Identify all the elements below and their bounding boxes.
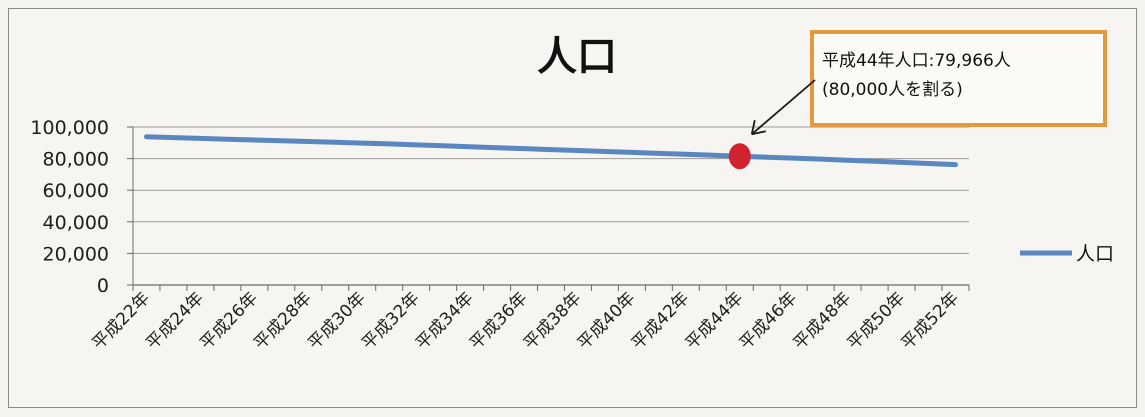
x-tick-label: 平成34年 [412, 288, 478, 354]
x-tick-label: 平成42年 [628, 288, 694, 354]
y-tick-label: 20,000 [43, 243, 109, 265]
x-tick-label: 平成28年 [250, 288, 316, 354]
callout-text-line: 平成44年人口:79,966人 [822, 51, 1011, 71]
legend: 人口 [1020, 243, 1114, 265]
x-tick-label: 平成52年 [898, 288, 964, 354]
chart-title: 人口 [537, 34, 617, 80]
x-tick-label: 平成32年 [358, 288, 424, 354]
y-tick-label: 100,000 [30, 117, 109, 139]
y-tick-label: 60,000 [43, 180, 109, 202]
x-tick-label: 平成50年 [844, 288, 910, 354]
x-tick-label: 平成22年 [89, 288, 155, 354]
y-axis-tick-labels: 0 20,000 40,000 60,000 80,000 100,000 [30, 117, 109, 297]
y-tick-label: 0 [97, 275, 109, 297]
callout-arrow-head [750, 120, 766, 136]
series-layer [144, 134, 958, 168]
x-tick-label: 平成26年 [196, 288, 262, 354]
x-tick-label: 平成44年 [682, 288, 748, 354]
x-tick-label: 平成48年 [790, 288, 856, 354]
y-tick-label: 40,000 [43, 212, 109, 234]
callout-box [810, 30, 1107, 127]
callout-text-line: (80,000人を割る) [822, 80, 963, 100]
gridlines [133, 126, 969, 254]
y-tick-label: 80,000 [43, 149, 109, 171]
series-line [144, 134, 958, 168]
x-tick-label: 平成46年 [736, 288, 802, 354]
highlight-layer [728, 143, 751, 170]
legend-label: 人口 [1076, 243, 1114, 265]
annotation-callout: 平成44年人口:79,966人 (80,000人を割る) [750, 30, 1107, 136]
highlight-marker [728, 143, 751, 170]
axes [127, 126, 970, 291]
callout-arrow-line [751, 79, 816, 135]
x-tick-label: 平成38年 [520, 288, 586, 354]
x-axis-tick-labels: 平成22年平成24年平成26年平成28年平成30年平成32年平成34年平成36年… [89, 288, 964, 354]
x-tick-label: 平成30年 [304, 288, 370, 354]
x-tick-label: 平成36年 [466, 288, 532, 354]
x-tick-label: 平成24年 [142, 288, 208, 354]
x-tick-label: 平成40年 [574, 288, 640, 354]
